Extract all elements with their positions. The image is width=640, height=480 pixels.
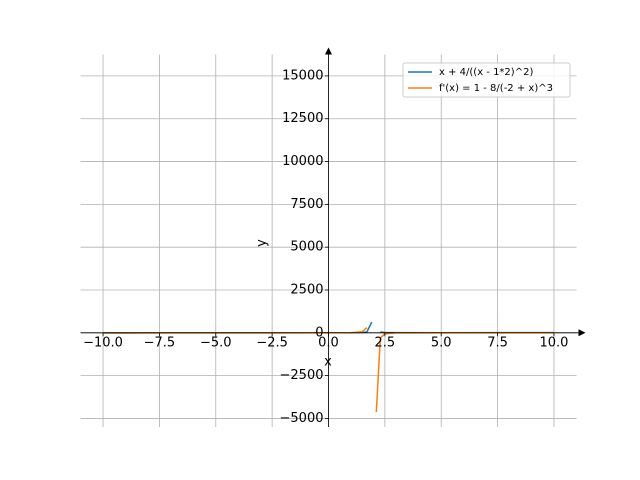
legend-label: x + 4/((x - 1*2)^2)	[439, 67, 533, 78]
legend: x + 4/((x - 1*2)^2) f'(x) = 1 - 8/(-2 + x…	[402, 62, 571, 98]
x-tick-label: 5.0	[431, 335, 452, 350]
y-tick-label: 5000	[290, 240, 323, 255]
y-tick-label: 10000	[282, 154, 323, 169]
x-tick-label: −2.5	[256, 335, 288, 350]
x-tick-label: 2.5	[375, 335, 396, 350]
y-tick-label: 12500	[282, 111, 323, 126]
y-tick-label: 2500	[290, 282, 323, 297]
legend-box	[402, 62, 571, 98]
y-axis-label: y	[255, 239, 270, 247]
x-tick-label: −7.5	[144, 335, 176, 350]
x-tick-label: −10.0	[83, 335, 123, 350]
y-tick-label: −5000	[280, 411, 324, 426]
x-tick-label: −5.0	[200, 335, 232, 350]
y-axis-arrow	[325, 47, 332, 55]
y-tick-label: −2500	[280, 368, 324, 383]
x-tick-label: 7.5	[487, 335, 508, 350]
y-tick-label: 7500	[290, 197, 323, 212]
x-tick-label: 10.0	[539, 335, 568, 350]
x-axis-arrow	[578, 329, 586, 337]
x-axis-label: x	[324, 355, 332, 370]
legend-label: f'(x) = 1 - 8/(-2 + x)^3	[439, 83, 553, 94]
y-tick-label: 15000	[282, 68, 323, 83]
axes: −10.0 −7.5 −5.0 −2.5 0.0 2.5 5.0 7.5 10.0−5000−2…	[80, 47, 586, 427]
